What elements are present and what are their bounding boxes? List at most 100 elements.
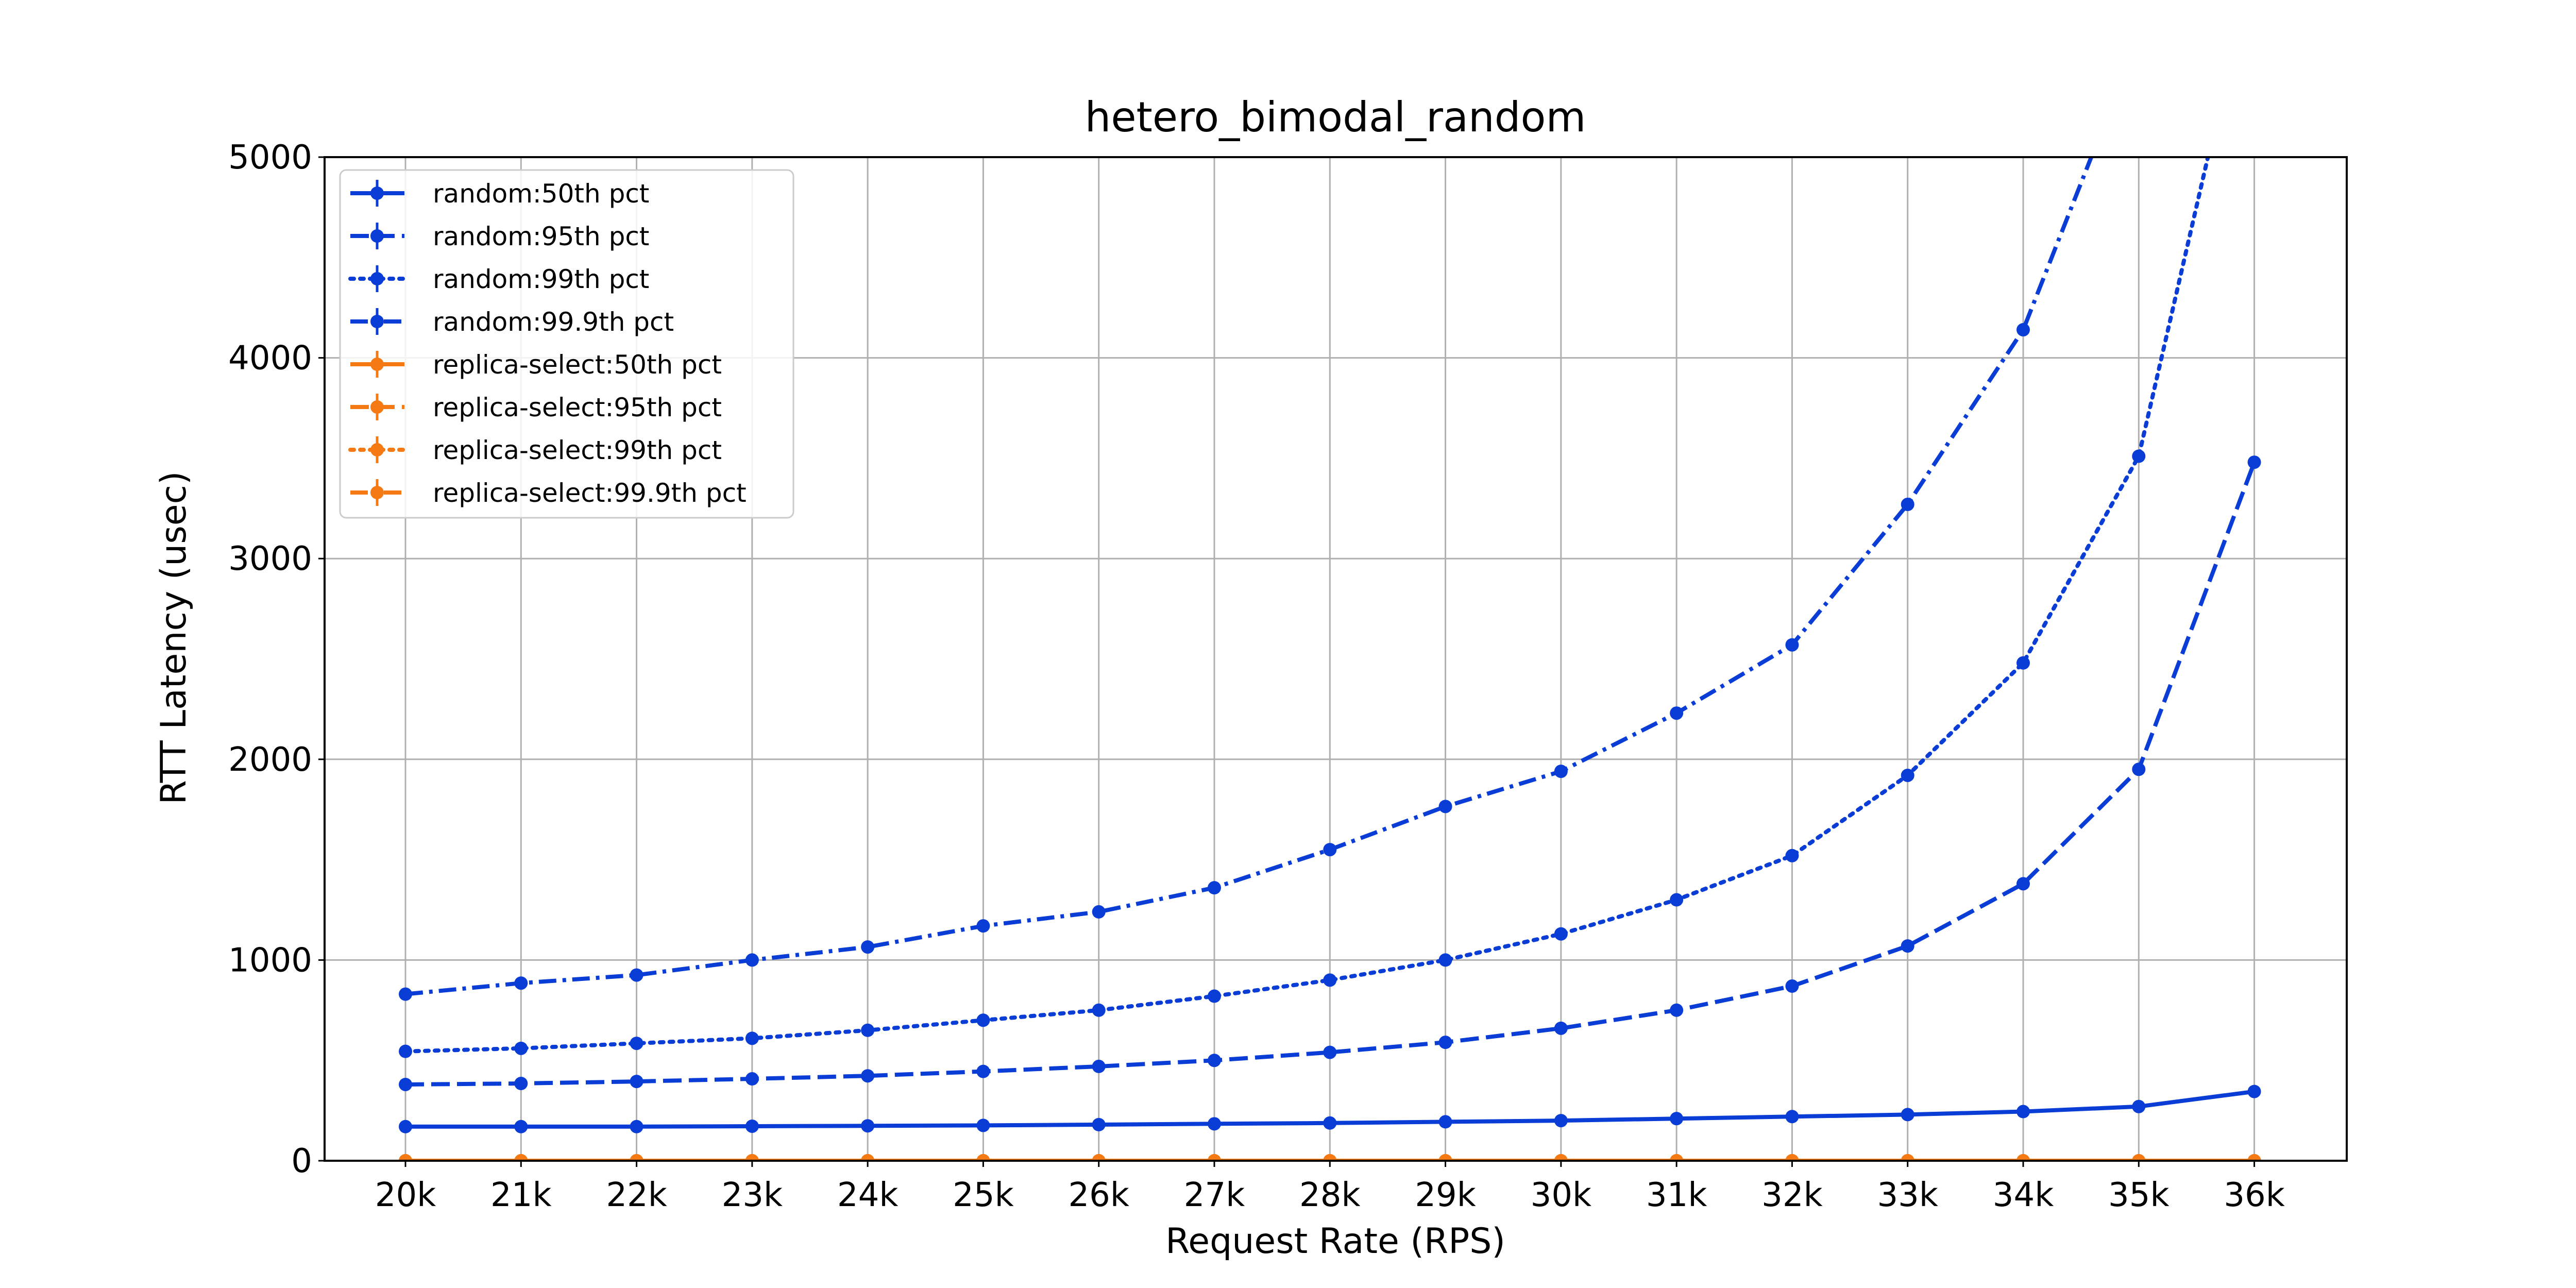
legend-marker-replica-select-99-9th-pct [370,486,384,499]
data-point-random-99th-pct [2016,656,2030,670]
data-point-random-50th-pct [1323,1116,1336,1130]
data-point-random-99-9th-pct [861,940,874,954]
data-point-random-99-9th-pct [1439,800,1452,813]
data-point-random-50th-pct [745,1120,759,1133]
legend-marker-random-99-9th-pct [370,315,384,328]
data-point-random-99th-pct [1323,973,1336,987]
x-tick-label: 22k [606,1176,667,1214]
data-point-random-99-9th-pct [2016,323,2030,336]
data-point-random-50th-pct [1208,1117,1221,1130]
y-tick-label: 4000 [228,340,312,378]
legend-label-random-99-9th-pct: random:99.9th pct [433,307,674,337]
data-point-random-99-9th-pct [1554,765,1568,778]
y-tick-label: 3000 [228,540,312,578]
data-point-random-50th-pct [2016,1105,2030,1118]
x-tick-label: 35k [2108,1176,2170,1214]
legend-label-random-99th-pct: random:99th pct [433,264,649,294]
y-tick-label: 1000 [228,941,312,979]
y-tick-label: 2000 [228,741,312,779]
data-point-random-99-9th-pct [1092,905,1106,919]
data-point-random-99-9th-pct [630,969,643,982]
x-tick-label: 27k [1184,1176,1245,1214]
data-point-random-99-9th-pct [399,988,412,1001]
data-point-random-95th-pct [1439,1036,1452,1049]
x-tick-label: 29k [1415,1176,1476,1214]
data-point-random-95th-pct [2132,762,2145,776]
x-tick-label: 24k [837,1176,899,1214]
data-point-random-95th-pct [1901,939,1914,953]
data-point-random-99th-pct [976,1013,990,1027]
data-point-random-50th-pct [630,1120,643,1133]
data-point-random-50th-pct [399,1120,412,1133]
legend-marker-random-95th-pct [370,229,384,243]
data-point-random-99th-pct [1554,927,1568,941]
data-point-random-50th-pct [514,1120,528,1133]
data-point-random-95th-pct [1554,1022,1568,1035]
legend-label-random-95th-pct: random:95th pct [433,222,649,251]
data-point-random-99-9th-pct [1670,706,1683,720]
data-point-random-95th-pct [1092,1060,1106,1073]
data-point-random-99-9th-pct [1785,638,1799,652]
legend-marker-replica-select-99th-pct [370,443,384,456]
data-point-random-95th-pct [745,1072,759,1086]
legend-label-random-50th-pct: random:50th pct [433,179,649,209]
data-point-random-50th-pct [1092,1118,1106,1131]
x-tick-label: 36k [2224,1176,2285,1214]
data-point-random-99th-pct [1208,990,1221,1003]
data-point-random-95th-pct [630,1075,643,1088]
data-point-random-50th-pct [861,1119,874,1132]
x-tick-label: 25k [953,1176,1014,1214]
y-tick-label: 0 [291,1142,312,1180]
data-point-random-95th-pct [1785,979,1799,993]
data-point-random-99th-pct [1785,849,1799,862]
legend: random:50th pct random:95th pct random:99t… [340,170,793,518]
data-point-random-95th-pct [976,1065,990,1078]
data-point-random-99-9th-pct [1208,881,1221,894]
legend-marker-replica-select-50th-pct [370,358,384,371]
data-point-random-95th-pct [399,1078,412,1091]
data-point-random-95th-pct [1208,1054,1221,1067]
data-point-random-99-9th-pct [1323,843,1336,856]
data-point-random-99-9th-pct [514,976,528,990]
data-point-random-95th-pct [1323,1046,1336,1059]
data-point-random-99-9th-pct [1901,498,1914,511]
data-point-random-50th-pct [2132,1100,2145,1113]
data-point-random-95th-pct [861,1069,874,1082]
x-tick-label: 32k [1761,1176,1823,1214]
y-tick-label: 5000 [228,139,312,177]
x-tick-label: 28k [1299,1176,1361,1214]
x-tick-label: 20k [375,1176,436,1214]
legend-label-replica-select-95th-pct: replica-select:95th pct [433,393,722,422]
data-point-random-99th-pct [745,1031,759,1045]
legend-label-replica-select-99-9th-pct: replica-select:99.9th pct [433,478,747,508]
legend-marker-replica-select-95th-pct [370,400,384,414]
data-point-random-99th-pct [1901,769,1914,782]
data-point-random-99-9th-pct [976,919,990,933]
x-tick-label: 23k [722,1176,783,1214]
data-point-random-95th-pct [2248,455,2261,469]
data-point-random-99th-pct [1092,1004,1106,1017]
x-tick-label: 34k [1993,1176,2054,1214]
data-point-random-50th-pct [1439,1115,1452,1128]
data-point-random-50th-pct [1785,1110,1799,1123]
x-tick-label: 30k [1531,1176,1592,1214]
x-axis-label: Request Rate (RPS) [1165,1221,1505,1262]
data-point-random-99th-pct [514,1042,528,1055]
data-point-random-99th-pct [861,1024,874,1037]
data-point-random-50th-pct [1901,1108,1914,1121]
data-point-random-99th-pct [1439,953,1452,967]
legend-label-replica-select-50th-pct: replica-select:50th pct [433,350,722,380]
x-tick-label: 26k [1068,1176,1129,1214]
x-tick-label: 33k [1877,1176,1938,1214]
x-tick-label: 21k [490,1176,552,1214]
data-point-random-50th-pct [1670,1112,1683,1125]
data-point-random-99th-pct [630,1037,643,1050]
legend-marker-random-50th-pct [370,187,384,200]
data-point-random-95th-pct [514,1077,528,1090]
data-point-random-99th-pct [399,1045,412,1058]
data-point-random-50th-pct [2248,1085,2261,1098]
y-axis-label: RTT Latency (usec) [154,471,194,805]
legend-marker-random-99th-pct [370,272,384,285]
chart-title: hetero_bimodal_random [1085,93,1586,141]
